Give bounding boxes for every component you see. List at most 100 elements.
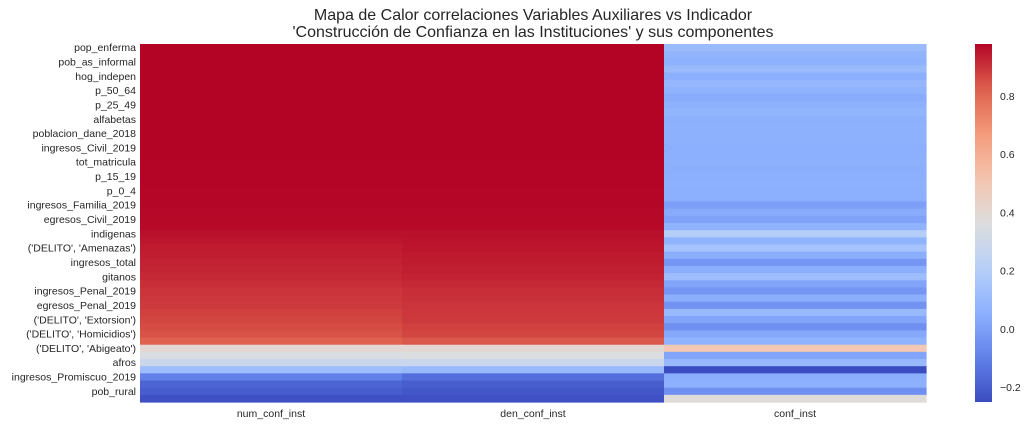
chart-title: Mapa de Calor correlaciones Variables Au… — [313, 7, 753, 24]
colorbar-tick-label: 0.8 — [1000, 91, 1015, 103]
heatmap-cell — [402, 265, 665, 274]
heatmap-cell — [664, 72, 927, 81]
row-tick-labels: pop_enferma pob_as_informal hog_indepen p_5… — [12, 42, 136, 398]
colorbar-tick-label: 0.6 — [1000, 149, 1015, 161]
heatmap-cell — [140, 172, 403, 181]
heatmap-cell — [140, 129, 403, 138]
heatmap-cell — [402, 94, 665, 102]
heatmap-cell — [664, 316, 927, 324]
heatmap-cell — [664, 280, 927, 289]
heatmap-cell — [140, 330, 403, 339]
heatmap-cell — [402, 244, 665, 253]
heatmap-cell — [402, 359, 665, 367]
heatmap-cell — [664, 394, 927, 403]
heatmap-cell — [140, 187, 403, 195]
heatmap-cell — [402, 301, 665, 310]
heatmap-cell — [140, 280, 403, 289]
heatmap-cell — [664, 237, 927, 246]
heatmap-cell — [140, 101, 403, 110]
row-tick-label: p_50_64 — [95, 85, 136, 97]
heatmap-cell — [664, 351, 927, 360]
heatmap-cell — [402, 223, 665, 231]
heatmap-cell — [664, 115, 927, 124]
row-tick-label: tot_matricula — [76, 157, 136, 169]
heatmap-cell — [402, 230, 665, 238]
row-tick-label: p_25_49 — [95, 99, 136, 111]
heatmap-cell — [402, 144, 665, 152]
heatmap-cell — [664, 308, 927, 317]
heatmap-cell — [140, 251, 403, 260]
heatmap-cell — [140, 351, 403, 360]
heatmap-cell — [402, 330, 665, 339]
heatmap-cell — [402, 387, 665, 396]
heatmap-cell — [140, 201, 403, 210]
heatmap-cell — [140, 51, 403, 59]
heatmap-cell — [664, 129, 927, 138]
heatmap-cell — [402, 280, 665, 289]
column-tick-label: conf_inst — [774, 408, 816, 420]
heatmap-cell — [402, 208, 665, 217]
heatmap-cell — [140, 394, 403, 403]
heatmap-cell — [402, 373, 665, 382]
heatmap-cell — [402, 201, 665, 210]
heatmap-cell — [664, 258, 927, 267]
heatmap-cell — [402, 308, 665, 317]
heatmap-cell — [664, 201, 927, 210]
heatmap-cell — [402, 180, 665, 188]
heatmap-cell — [140, 44, 403, 52]
row-tick-label: ('DELITO', 'Amenazas') — [28, 243, 136, 255]
heatmap-cell — [402, 122, 665, 131]
heatmap-cell — [402, 72, 665, 81]
heatmap-cell — [664, 94, 927, 102]
row-tick-label: poblacion_dane_2018 — [33, 128, 137, 140]
heatmap-cell — [140, 86, 403, 95]
chart-subtitle: 'Construcción de Confianza en las Instit… — [292, 24, 774, 41]
heatmap-cell — [664, 158, 927, 167]
heatmap-cell — [402, 137, 665, 145]
row-tick-label: ('DELITO', 'Abigeato') — [36, 343, 136, 355]
heatmap-cell — [140, 79, 403, 88]
heatmap-cell — [402, 251, 665, 260]
heatmap-cell — [664, 79, 927, 88]
heatmap-cell — [664, 223, 927, 231]
heatmap-cell — [140, 287, 403, 296]
heatmap-cell — [402, 158, 665, 167]
heatmap-cell — [402, 394, 665, 403]
heatmap-cell — [140, 273, 403, 281]
row-tick-label: ingresos_Penal_2019 — [34, 286, 136, 298]
heatmap-cell — [140, 158, 403, 167]
row-tick-label: p_0_4 — [107, 185, 136, 197]
row-tick-label: ingresos_total — [71, 257, 136, 269]
heatmap-cell — [664, 86, 927, 95]
heatmap-cell — [664, 215, 927, 224]
colorbar-tick-label: 0.2 — [1000, 266, 1015, 278]
colorbar-tick-label: 0.4 — [1000, 207, 1015, 219]
row-tick-label: indigenas — [91, 228, 136, 240]
colorbar-tick-label: 0.0 — [1000, 324, 1015, 336]
heatmap-cell — [402, 44, 665, 52]
heatmap-cell — [140, 58, 403, 67]
heatmap-cell — [140, 194, 403, 203]
heatmap-cell — [664, 151, 927, 160]
column-tick-labels: num_conf_inst den_conf_inst conf_inst — [237, 408, 816, 420]
heatmap-cell — [402, 380, 665, 389]
row-tick-label: pob_as_informal — [58, 57, 136, 69]
heatmap-cell — [140, 180, 403, 188]
heatmap-cell — [402, 287, 665, 296]
row-tick-label: egresos_Penal_2019 — [37, 300, 136, 312]
heatmap-cell — [402, 273, 665, 281]
row-tick-label: ingresos_Promiscuo_2019 — [12, 372, 136, 384]
heatmap-cell — [402, 101, 665, 110]
colorbar — [975, 44, 992, 402]
heatmap-cell — [140, 380, 403, 389]
row-tick-label: ingresos_Civil_2019 — [41, 142, 136, 154]
heatmap-cell — [140, 108, 403, 117]
heatmap-cell — [140, 244, 403, 253]
heatmap-cell — [664, 301, 927, 310]
heatmap-cell — [402, 215, 665, 224]
row-tick-label: pob_rural — [92, 386, 136, 398]
heatmap-cell — [140, 316, 403, 324]
heatmap-cell — [664, 359, 927, 367]
heatmap-cell — [140, 373, 403, 382]
